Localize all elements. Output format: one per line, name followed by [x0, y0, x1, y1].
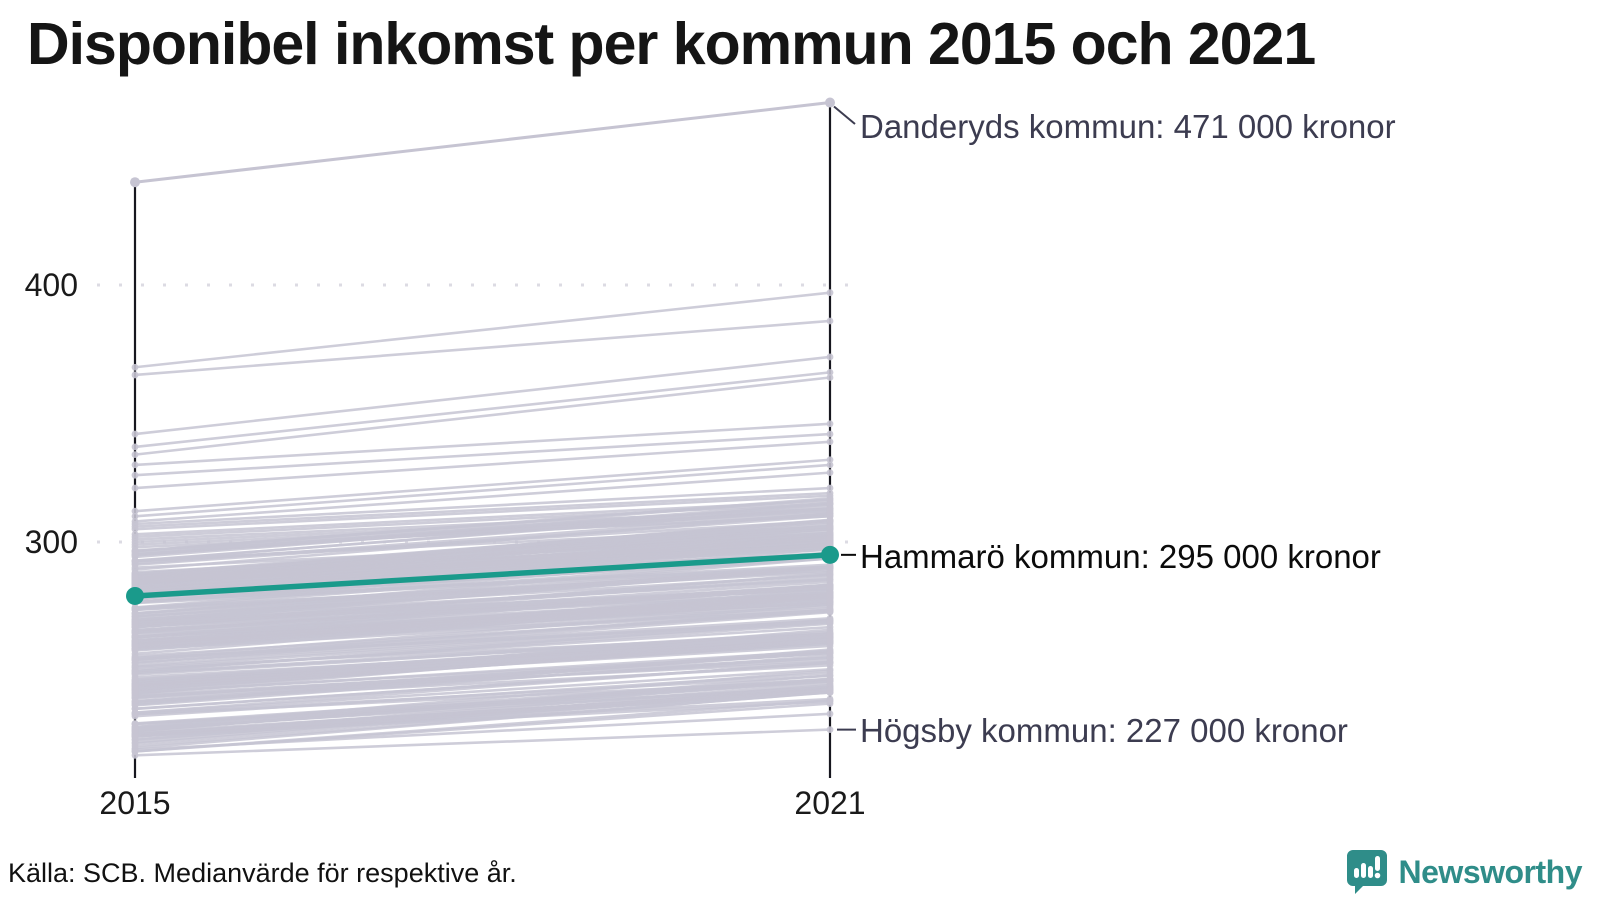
logo-bar-2: [1360, 863, 1366, 878]
logo-bar-3: [1367, 866, 1373, 878]
logo-bubble-shape: [1346, 850, 1387, 894]
background-municipality-lines: [134, 101, 831, 757]
newsworthy-logo-text: Newsworthy: [1398, 853, 1583, 890]
x-label-2021: 2021: [794, 785, 866, 821]
hammaro-2015-dot: [126, 586, 144, 605]
gridlines: [97, 283, 852, 544]
highlight-line-hammaro: [126, 545, 839, 605]
hammaro-2021-dot: [821, 545, 839, 564]
leader-danderyd: [833, 105, 856, 125]
chart-title: Disponibel inkomst per kommun 2015 och 2…: [27, 11, 1316, 77]
logo-exclamation-dot: [1374, 872, 1380, 879]
newsworthy-logo-icon: [1346, 850, 1387, 894]
logo-bar-1: [1353, 868, 1359, 878]
annotation-leader-lines: [833, 105, 856, 731]
logo-exclamation-stem: [1374, 856, 1380, 871]
danderyd-line: [134, 101, 831, 184]
y-tick-300: 300: [24, 524, 78, 560]
annotation-danderyd: Danderyds kommun: 471 000 kronor: [860, 108, 1396, 145]
source-note: Källa: SCB. Medianvärde för respektive å…: [8, 858, 517, 888]
y-tick-400: 400: [24, 267, 78, 303]
newsworthy-logo: Newsworthy: [1345, 848, 1583, 896]
annotation-hogsby: Högsby kommun: 227 000 kronor: [860, 712, 1348, 749]
annotation-hammaro: Hammarö kommun: 295 000 kronor: [860, 538, 1381, 575]
x-label-2015: 2015: [99, 785, 171, 821]
